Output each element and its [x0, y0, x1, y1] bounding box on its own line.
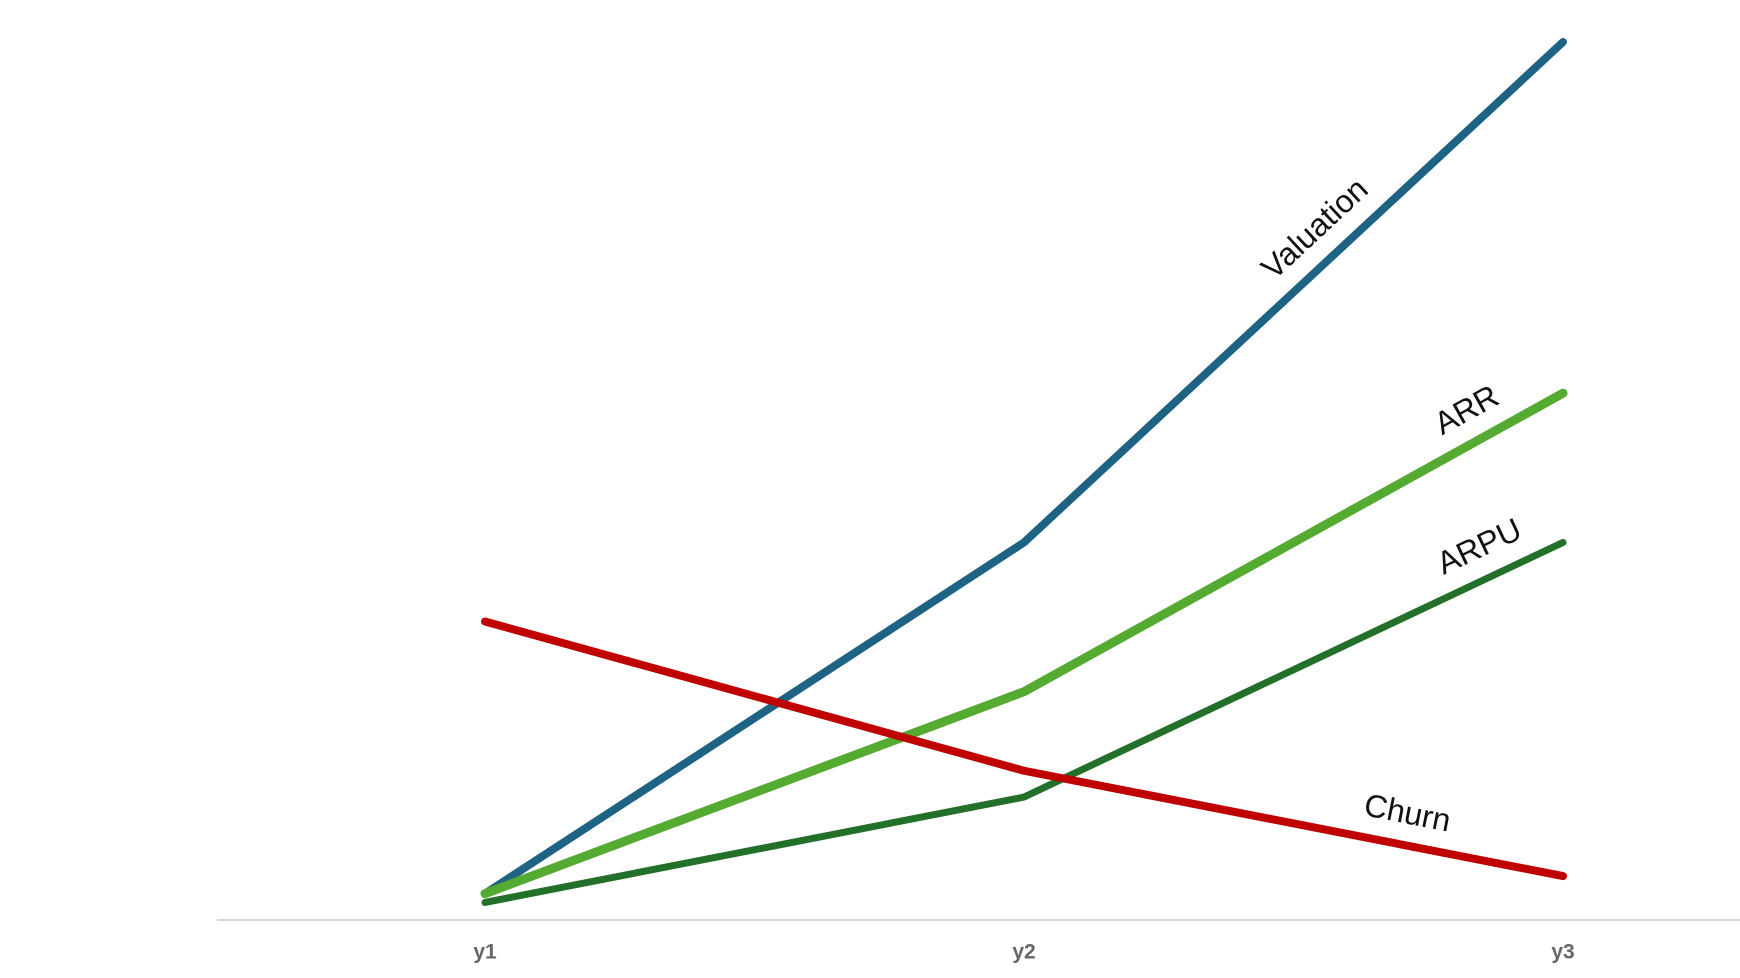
x-tick-label: y2: [1012, 941, 1035, 964]
series-label: ARPU: [1431, 511, 1527, 582]
x-tick-label: y1: [473, 941, 497, 964]
series-line: [481, 38, 1567, 898]
series-line: [481, 538, 1567, 906]
x-tick-label: y3: [1551, 941, 1574, 964]
series-line: [480, 388, 1568, 899]
series-label: Churn: [1361, 787, 1453, 839]
series-line: [481, 617, 1567, 881]
